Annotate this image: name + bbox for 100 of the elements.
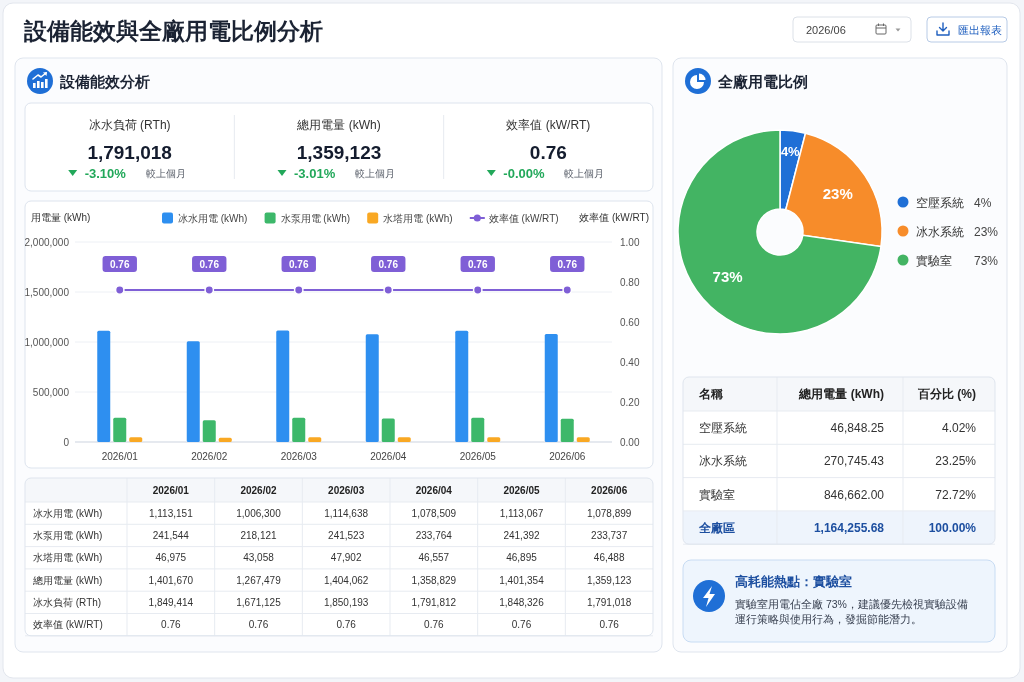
y-tick-label: 1,000,000 — [24, 336, 70, 348]
bar — [560, 418, 574, 442]
text: 0.76 — [161, 619, 181, 631]
text: 1,848,326 — [499, 596, 545, 608]
text: 總用電量 (kWh) — [32, 574, 103, 586]
date-picker: 2026/06 — [792, 16, 912, 43]
category-label: 2026/04 — [415, 484, 453, 496]
text: 270,745.43 — [823, 454, 885, 469]
text: 1,078,899 — [586, 507, 632, 519]
category-label: 名稱 — [698, 387, 723, 402]
category-label: 總用電量 (kWh) — [798, 387, 884, 402]
category-label: 效率值 (kW/RT) — [506, 118, 591, 132]
legend-label: 水泵用電 (kWh) — [280, 212, 351, 224]
data-label: 73% — [712, 268, 743, 286]
text: 46,557 — [418, 552, 450, 564]
text: 1,359,123 — [586, 574, 632, 586]
text: 0.76 — [424, 619, 444, 631]
category-label: 總用電量 (kWh) — [296, 118, 381, 132]
text: 冰水系統 — [699, 454, 747, 469]
text: 實驗室用電佔全廠 73%，建議優先檢視實驗設備運行策略與使用行為，發掘節能潛力。 — [735, 598, 968, 625]
x-tick-label: 2026/06 — [549, 451, 586, 462]
text: 233,737 — [591, 530, 628, 542]
text: 4.02% — [941, 420, 977, 435]
x-tick-label: 2026/01 — [101, 451, 139, 462]
text: 高耗能熱點：實驗室 — [735, 574, 852, 589]
donut-slice — [677, 129, 882, 335]
text: 1,791,018 — [87, 142, 172, 163]
text: 實驗室 — [699, 487, 735, 502]
data-label: 0.76 — [110, 258, 130, 270]
text: 全廠區 — [698, 520, 735, 535]
y2-tick-label: 0.20 — [620, 396, 640, 408]
text: 100.00% — [928, 520, 977, 535]
text: 空壓系統 — [699, 420, 747, 435]
text: 23% — [974, 224, 999, 239]
y-tick-label: 0 — [63, 436, 70, 448]
bar — [397, 437, 411, 442]
text: 1,359,123 — [296, 142, 382, 163]
text: 效率值 (kW/RT) — [33, 619, 103, 631]
x-tick-label: 2026/02 — [191, 451, 228, 462]
text: 73% — [974, 253, 999, 268]
bar — [576, 437, 590, 442]
text: 241,392 — [503, 530, 541, 542]
chart-title: 全廠用電比例 — [717, 73, 808, 90]
legend-label: 空壓系統 — [916, 195, 964, 210]
bar — [292, 417, 306, 442]
text: 1,113,067 — [499, 507, 544, 519]
text: 1,006,300 — [236, 507, 282, 519]
text: 46,895 — [506, 552, 538, 564]
text: 1,358,829 — [411, 574, 457, 586]
category-label: 2026/06 — [591, 484, 628, 496]
text: -0.00% — [503, 166, 545, 181]
y2-axis-title: 效率值 (kW/RT) — [579, 212, 649, 223]
text: 較上個月 — [355, 168, 395, 179]
export-button: 匯出報表 — [926, 16, 1008, 43]
text: 1,164,255.68 — [813, 520, 885, 535]
category-label: 冰水負荷 (RTh) — [88, 118, 171, 132]
text: 46,848.25 — [830, 420, 885, 435]
bar — [455, 330, 469, 442]
bar — [365, 334, 379, 442]
x-tick-label: 2026/05 — [459, 451, 497, 462]
data-label: 0.76 — [199, 258, 220, 270]
y-tick-label: 2,000,000 — [24, 236, 70, 248]
text: 1,267,479 — [236, 574, 282, 586]
text: 1,404,062 — [323, 574, 369, 586]
text: 1,113,151 — [148, 507, 194, 519]
category-label: 2026/01 — [152, 484, 190, 496]
text: 241,523 — [328, 530, 365, 542]
text: -3.01% — [294, 166, 336, 181]
bar — [381, 418, 395, 442]
y2-tick-label: 0.40 — [620, 356, 640, 368]
text: 0.76 — [511, 619, 532, 631]
data-label: 23% — [822, 184, 853, 202]
text: 23.25% — [935, 454, 977, 469]
category-label: 百分比 (%) — [917, 387, 976, 402]
text: 0.76 — [248, 619, 269, 631]
text: 1,791,018 — [586, 596, 632, 608]
text: 1,401,670 — [148, 574, 194, 586]
text: 72.72% — [935, 487, 977, 502]
text: 較上個月 — [145, 168, 186, 179]
data-label: 0.76 — [468, 258, 488, 270]
bar — [218, 437, 232, 442]
text: 46,975 — [155, 552, 187, 564]
legend-label: 冰水用電 (kWh) — [178, 212, 248, 224]
text: 1,078,509 — [411, 507, 457, 519]
bar — [113, 417, 127, 442]
text: 218,121 — [240, 530, 278, 542]
legend-label: 實驗室 — [916, 253, 952, 268]
text: 1,401,354 — [499, 574, 545, 586]
text: 1,849,414 — [148, 596, 194, 608]
y2-tick-label: 0.60 — [620, 316, 640, 328]
text: 233,764 — [415, 530, 453, 542]
text: 47,902 — [330, 552, 362, 564]
text: 較上個月 — [564, 168, 605, 179]
bar — [202, 420, 216, 442]
text: 0.76 — [599, 619, 620, 631]
text: 水泵用電 (kWh) — [33, 530, 103, 542]
text: 4% — [974, 195, 992, 210]
text: 846,662.00 — [823, 487, 885, 502]
text: 1,850,193 — [323, 596, 369, 608]
legend-label: 水塔用電 (kWh) — [383, 212, 453, 224]
